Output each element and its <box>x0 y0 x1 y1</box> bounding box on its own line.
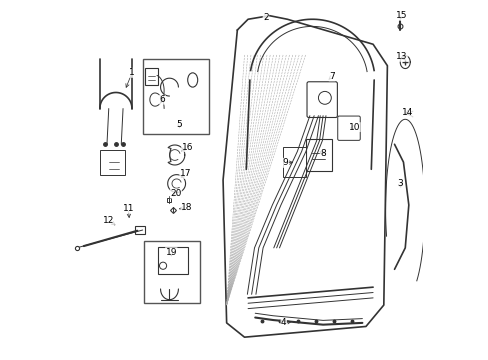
FancyBboxPatch shape <box>305 139 331 171</box>
Text: 3: 3 <box>396 179 402 188</box>
FancyBboxPatch shape <box>306 82 337 117</box>
Text: 12: 12 <box>103 216 114 225</box>
FancyBboxPatch shape <box>157 247 188 274</box>
FancyBboxPatch shape <box>337 116 360 140</box>
Text: 7: 7 <box>328 72 334 81</box>
Ellipse shape <box>187 73 197 87</box>
Text: 10: 10 <box>348 123 360 132</box>
Text: 20: 20 <box>170 189 181 198</box>
Text: 19: 19 <box>165 248 177 257</box>
Text: 4: 4 <box>281 318 286 327</box>
Text: 1: 1 <box>129 68 135 77</box>
Text: 14: 14 <box>402 108 413 117</box>
Bar <box>144 241 200 303</box>
Text: 18: 18 <box>181 203 192 212</box>
FancyBboxPatch shape <box>145 68 158 85</box>
Text: 5: 5 <box>176 120 182 129</box>
Circle shape <box>159 262 166 269</box>
Text: 8: 8 <box>320 149 325 158</box>
Text: 17: 17 <box>180 170 191 179</box>
Text: 15: 15 <box>395 11 407 20</box>
Circle shape <box>318 91 331 104</box>
FancyBboxPatch shape <box>135 226 145 234</box>
Text: 13: 13 <box>395 52 407 61</box>
Text: 11: 11 <box>122 204 134 213</box>
FancyBboxPatch shape <box>282 147 305 177</box>
Text: 9: 9 <box>282 158 288 167</box>
Text: 6: 6 <box>159 95 165 104</box>
Bar <box>142 59 208 134</box>
Text: 16: 16 <box>181 143 193 152</box>
FancyBboxPatch shape <box>100 150 124 175</box>
Text: 2: 2 <box>263 13 268 22</box>
